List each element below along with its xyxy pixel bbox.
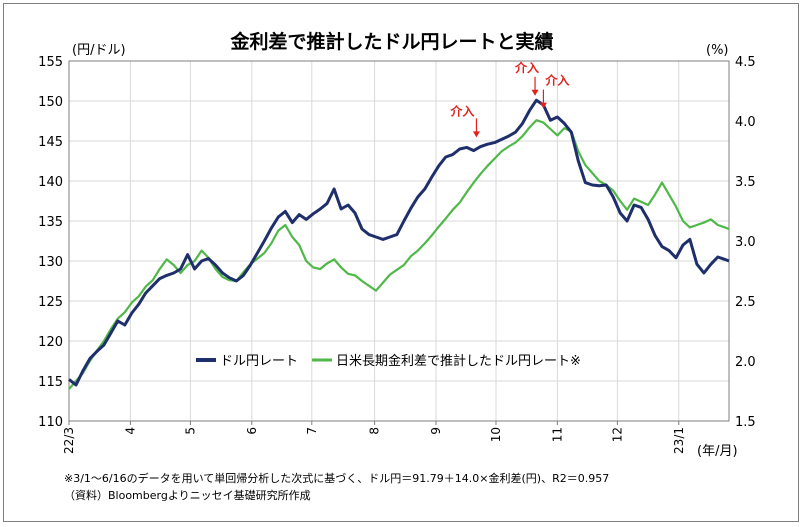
y-left-tick-label: 140 — [38, 175, 63, 190]
legend: ドル円レート 日米長期金利差で推計したドル円レート※ — [196, 353, 581, 369]
chart-title: 金利差で推計したドル円レートと実績 — [229, 30, 553, 53]
intervention-label: 介入 — [449, 103, 474, 118]
intervention-label: 介入 — [514, 60, 539, 75]
footnote-source: （資料）Bloombergよりニッセイ基礎研究所作成 — [64, 489, 311, 502]
y-right-tick-label: 4.5 — [735, 55, 756, 70]
y-right-tick-label: 1.5 — [735, 415, 756, 430]
intervention-arrow-head — [531, 89, 539, 96]
x-tick-label: 9 — [429, 427, 443, 435]
x-tick-label: 11 — [550, 427, 564, 442]
series-line-actual-usdjpy — [68, 98, 730, 387]
footnote-regression: ※3/1～6/16のデータを用いて単回帰分析した次式に基づく、ドル円＝91.79… — [64, 472, 610, 485]
left-axis-unit: (円/ドル) — [72, 43, 126, 58]
y-left-tick-label: 150 — [38, 95, 63, 110]
x-tick-label: 23/1 — [672, 427, 686, 454]
x-axis-unit: (年/月) — [697, 444, 738, 459]
y-left-tick-label: 115 — [38, 375, 63, 390]
x-tick-label: 22/3 — [62, 427, 76, 454]
x-tick-label: 5 — [183, 427, 197, 435]
chart-frame — [3, 3, 799, 522]
right-axis-unit: (%) — [706, 43, 729, 58]
y-right-tick-label: 2.5 — [735, 295, 756, 310]
y-left-tick-label: 135 — [38, 215, 63, 230]
y-left-tick-label: 130 — [38, 255, 63, 270]
series-line-estimated-usdjpy — [68, 119, 730, 390]
y-right-tick-label: 4.0 — [735, 115, 756, 130]
x-tick-label: 7 — [305, 427, 319, 435]
y-right-tick-label: 3.5 — [735, 175, 756, 190]
legend-label-actual: ドル円レート — [220, 354, 298, 369]
y-left-tick-label: 120 — [38, 335, 63, 350]
y-right-tick-label: 2.0 — [735, 355, 756, 370]
y-left-tick-label: 125 — [38, 295, 63, 310]
intervention-arrow-head — [539, 102, 547, 109]
y-left-tick-label: 110 — [38, 415, 63, 430]
x-tick-label: 12 — [610, 427, 624, 442]
plot-area-border — [68, 60, 730, 422]
intervention-arrow-head — [472, 131, 480, 138]
y-left-tick-label: 145 — [38, 135, 63, 150]
x-tick-label: 10 — [489, 427, 503, 442]
x-tick-label: 8 — [368, 427, 382, 435]
x-tick-label: 4 — [123, 427, 137, 435]
y-left-tick-label: 155 — [38, 55, 63, 70]
x-tick-label: 6 — [245, 427, 259, 435]
legend-label-estimated: 日米長期金利差で推計したドル円レート※ — [336, 353, 581, 369]
y-right-tick-label: 3.0 — [735, 235, 756, 250]
intervention-label: 介入 — [544, 73, 569, 88]
